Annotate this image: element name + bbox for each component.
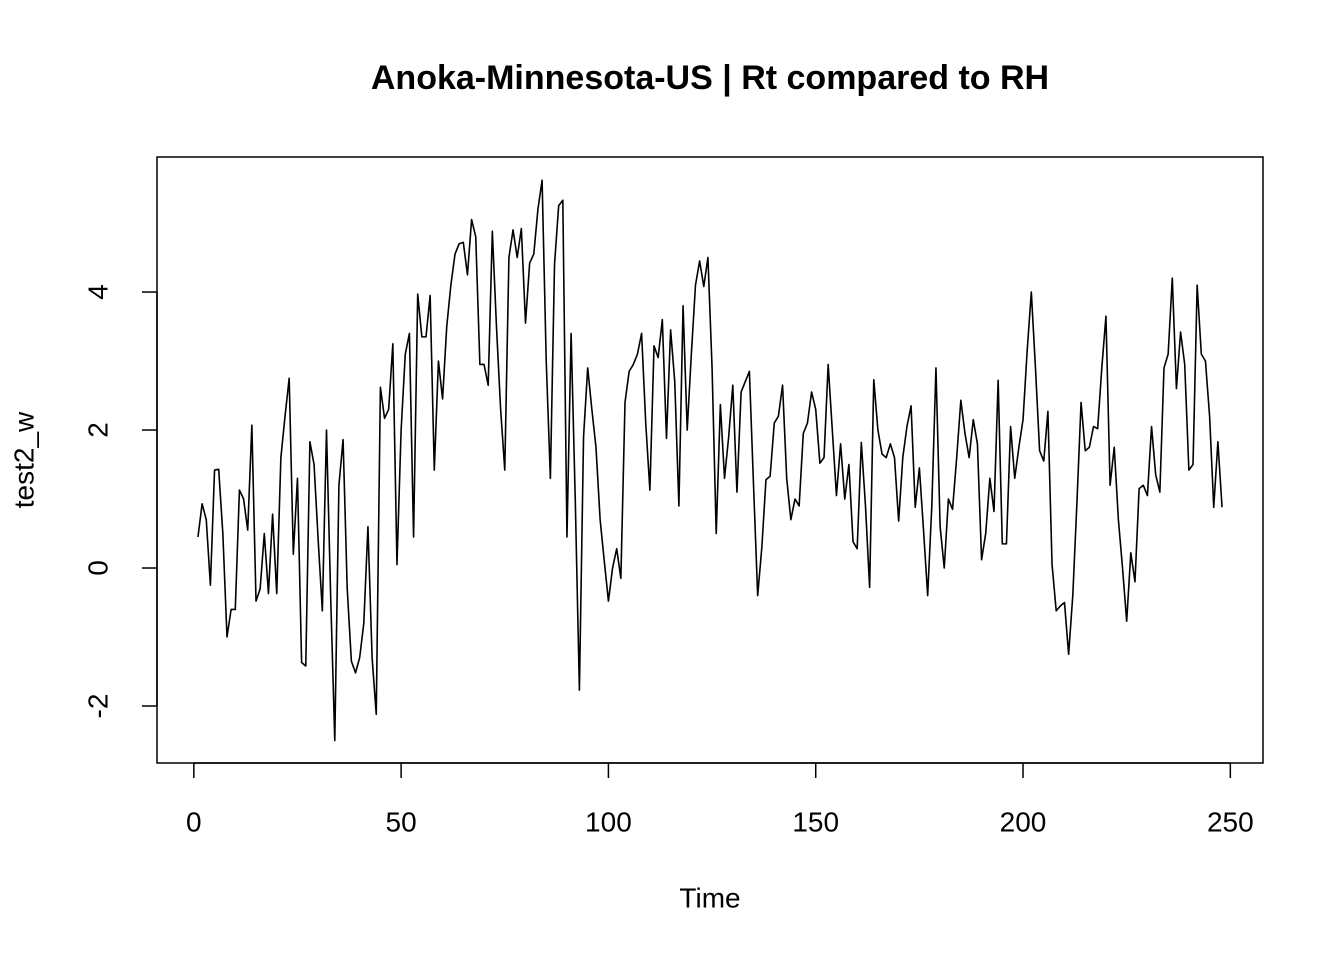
x-tick-label: 100 — [585, 806, 632, 837]
y-tick-label: 2 — [82, 422, 113, 438]
x-tick-label: 0 — [186, 806, 202, 837]
plot-box — [156, 156, 1264, 764]
x-axis-label: Time — [679, 882, 740, 913]
x-tick-label: 200 — [1000, 806, 1047, 837]
y-tick-label: -2 — [82, 694, 113, 719]
y-tick-label: 0 — [82, 560, 113, 576]
y-tick-label: 4 — [82, 284, 113, 300]
x-tick-label: 250 — [1207, 806, 1254, 837]
y-axis-label: test2_w — [8, 411, 39, 508]
chart-title: Anoka-Minnesota-US | Rt compared to RH — [371, 59, 1049, 97]
x-tick-label: 50 — [386, 806, 417, 837]
x-tick-label: 150 — [792, 806, 839, 837]
series-line — [197, 179, 1223, 742]
